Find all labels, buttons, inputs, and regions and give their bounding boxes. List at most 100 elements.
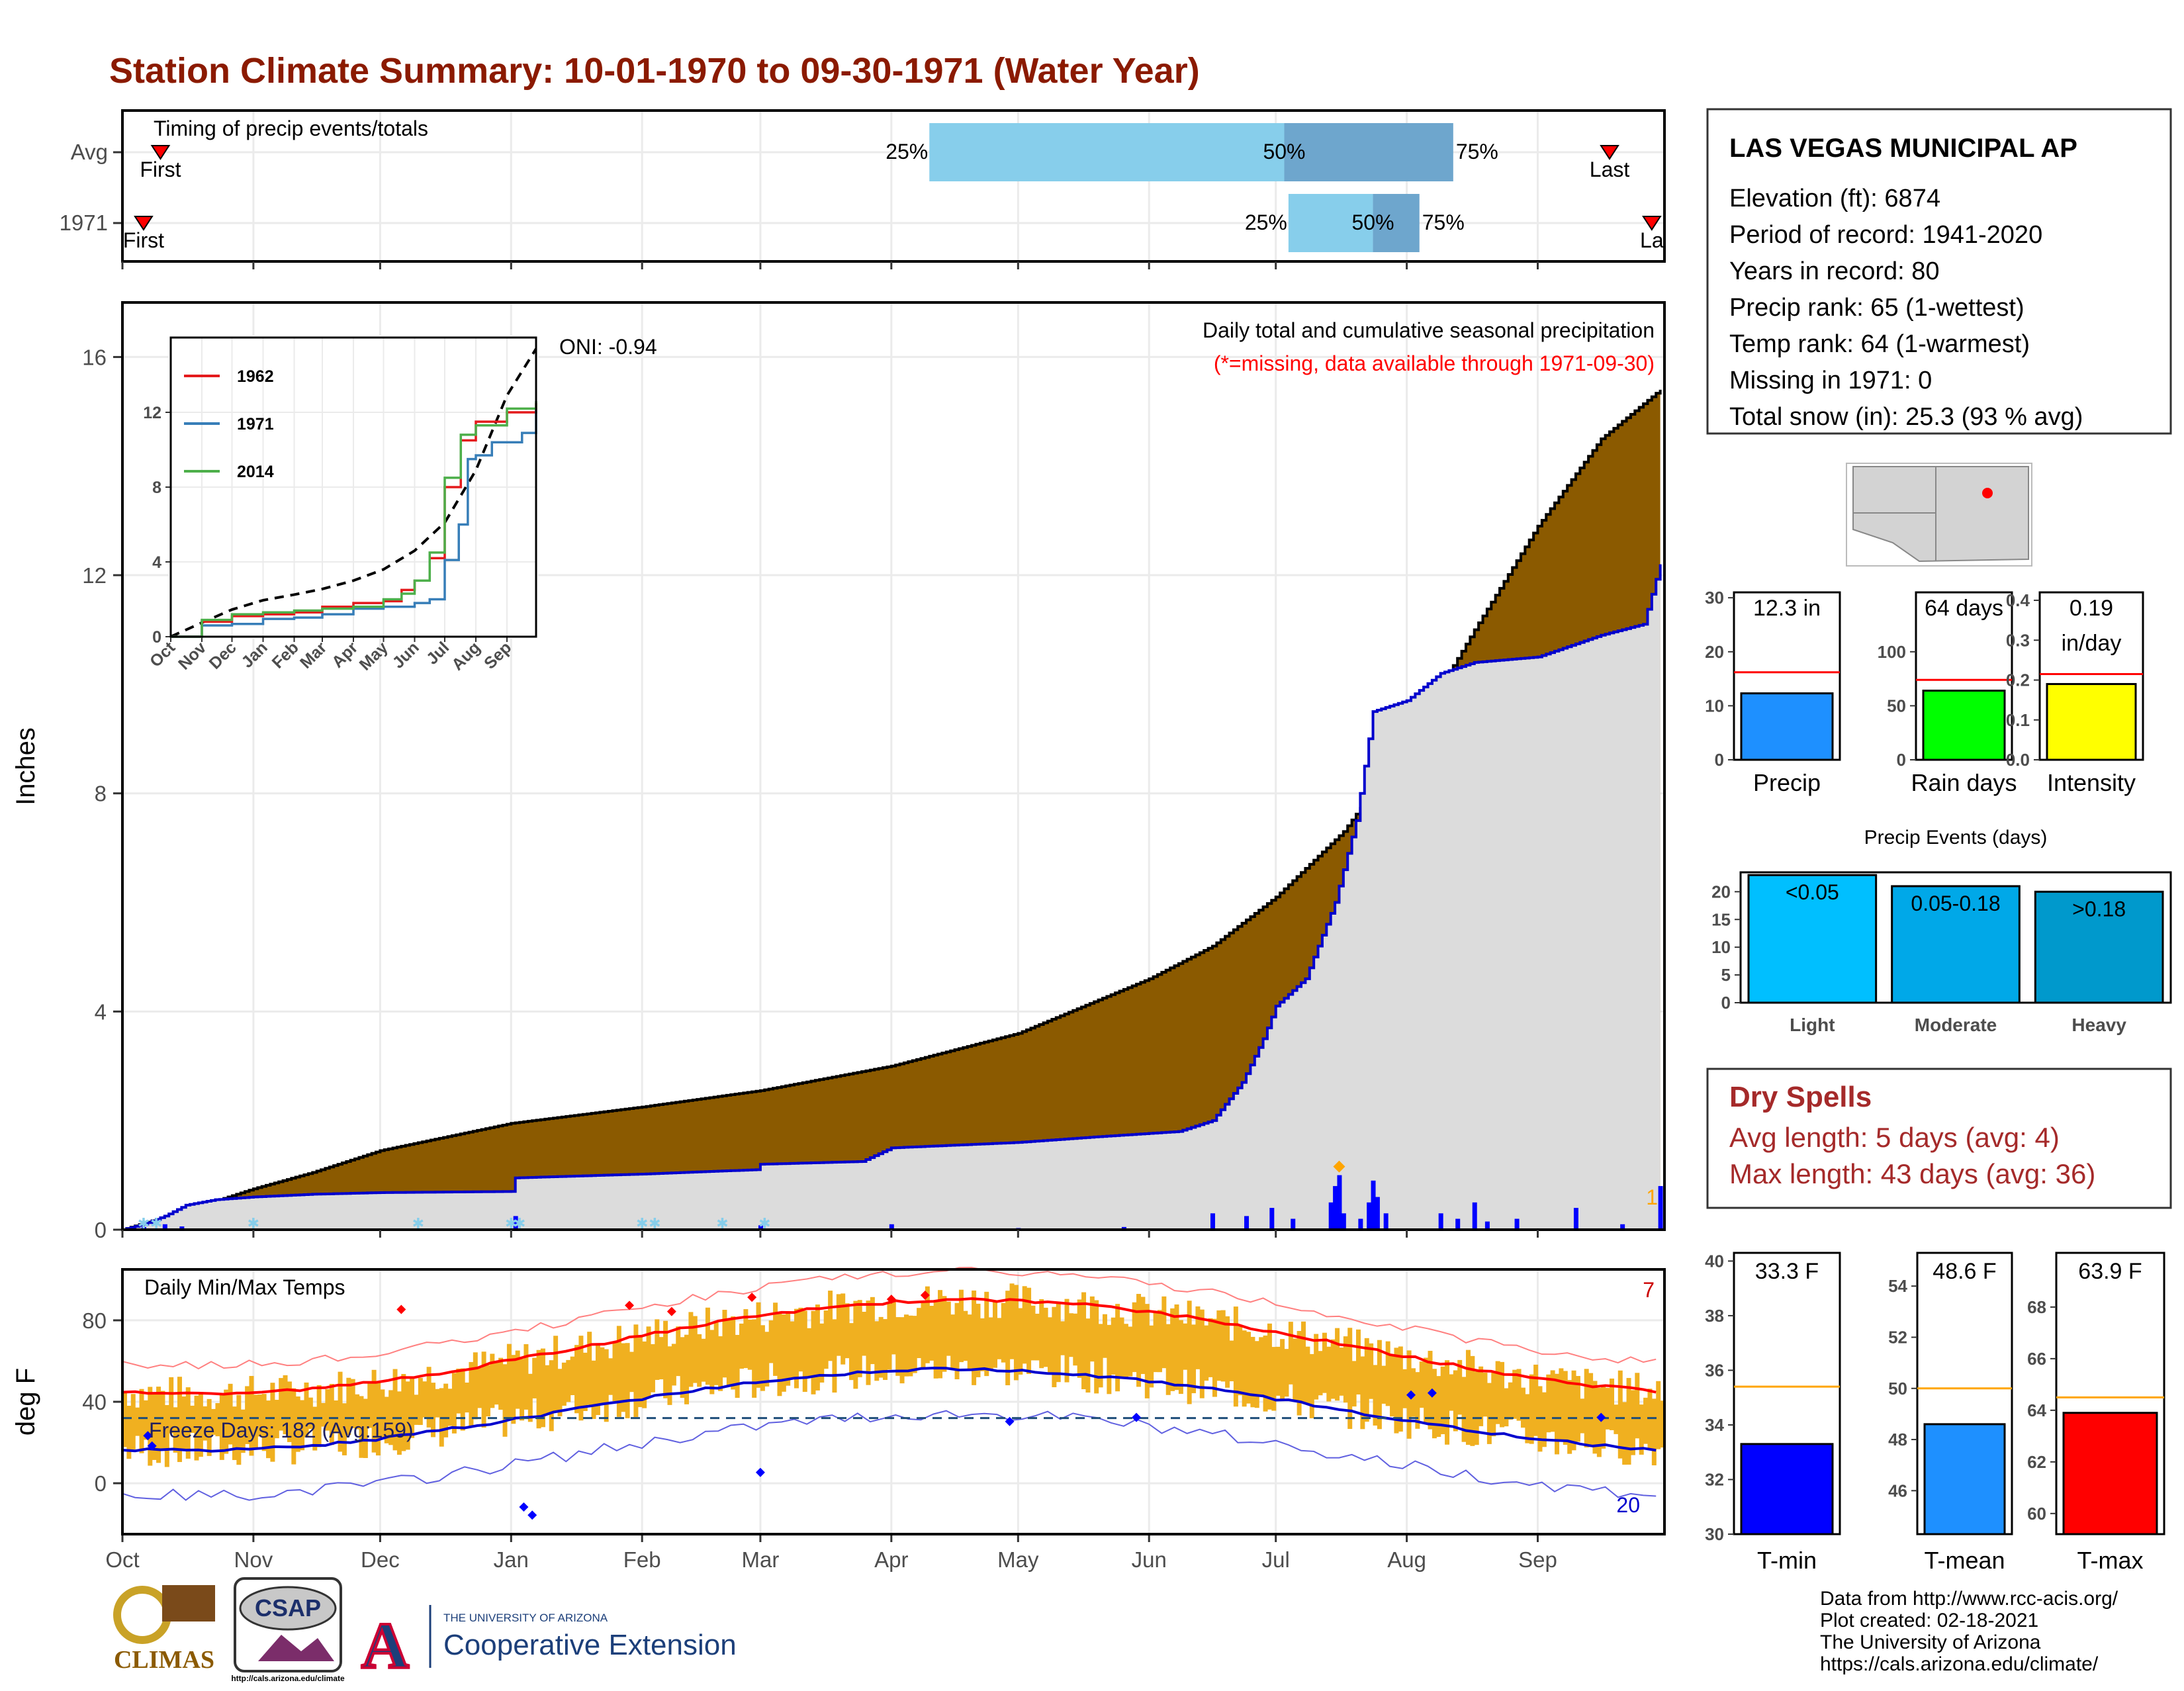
station-info-line: Total snow (in): 25.3 (93 % avg): [1729, 403, 2083, 431]
summary-y-tick-label: 100: [1878, 642, 1906, 662]
snow-marker: ✱: [649, 1215, 660, 1232]
inset-avg-line: [170, 347, 537, 638]
daily-temp-bar: [164, 1404, 169, 1467]
inset-legend-label: 1962: [237, 367, 274, 386]
daily-temp-bar: [1208, 1318, 1213, 1377]
daily-temp-bar: [291, 1388, 296, 1465]
daily-temp-bar: [1073, 1313, 1078, 1366]
page-title: Station Climate Summary: 10-01-1970 to 0…: [109, 51, 1200, 91]
daily-temp-bar: [752, 1319, 757, 1398]
daily-temp-bar: [794, 1308, 799, 1389]
daily-temp-bar: [1157, 1310, 1162, 1373]
last-event-label: Last: [1590, 158, 1630, 181]
daily-temp-bar: [713, 1321, 719, 1385]
daily-precip-bar: [1328, 1202, 1334, 1230]
daily-temp-bar: [1191, 1324, 1197, 1394]
daily-temp-bar: [844, 1303, 850, 1359]
daily-temp-bar: [684, 1334, 689, 1404]
daily-temp-bar: [1022, 1286, 1027, 1364]
daily-temp-bar: [566, 1359, 571, 1402]
daily-temp-bar: [447, 1389, 453, 1426]
daily-temp-bar: [1330, 1339, 1336, 1399]
daily-temp-bar: [490, 1353, 495, 1408]
precip-y-tick-label: 8: [95, 782, 107, 806]
events-y-tick-label: 20: [1711, 882, 1731, 901]
daily-temp-bar: [1013, 1285, 1019, 1381]
temp-value-label: 63.9 F: [2078, 1259, 2142, 1284]
daily-temp-bar: [612, 1343, 617, 1402]
daily-temp-bar: [312, 1406, 318, 1451]
daily-temp-bar: [697, 1334, 702, 1387]
summary-bar-Rain days: [1922, 690, 2006, 761]
daily-temp-bar: [1043, 1307, 1048, 1367]
daily-temp-bar: [1373, 1365, 1378, 1426]
record-max-line: [122, 1267, 1657, 1370]
timing-frame: [121, 109, 1666, 263]
daily-temp-bar: [659, 1337, 664, 1380]
daily-temp-bar: [616, 1326, 621, 1417]
summary-value-unit: in/day: [2062, 631, 2122, 656]
daily-temp-bar: [325, 1389, 330, 1431]
snow-marker: ✱: [514, 1215, 525, 1232]
last-event-marker: [1600, 145, 1619, 160]
q75-label: 75%: [1456, 140, 1498, 163]
inset-y-tick-label: 8: [152, 479, 161, 497]
inset-frame: [169, 336, 537, 638]
daily-temp-bar: [1614, 1404, 1619, 1434]
daily-temp-bar: [308, 1397, 313, 1430]
daily-temp-bar: [1643, 1397, 1649, 1444]
daily-temp-bar: [988, 1317, 993, 1370]
temp-value-label: 33.3 F: [1755, 1259, 1819, 1284]
missing-data-note: (*=missing, data available through 1971-…: [1214, 351, 1655, 375]
first-event-marker: [150, 145, 171, 160]
daily-temp-bar: [929, 1305, 934, 1361]
daily-temp-bar: [591, 1360, 596, 1419]
daily-temp-bar: [688, 1312, 694, 1387]
quartile-bar-upper: [1284, 123, 1453, 181]
daily-temp-bar: [1575, 1376, 1580, 1442]
daily-temp-bar: [848, 1323, 854, 1381]
inset-series-1962: [171, 402, 537, 638]
daily-temp-bar: [984, 1291, 989, 1377]
daily-temp-bar: [300, 1400, 305, 1451]
record-high-marker: [666, 1306, 676, 1316]
daily-temp-bar: [203, 1406, 208, 1441]
summary-value-label: 12.3 in: [1753, 596, 1821, 621]
daily-precip-bar: [513, 1216, 518, 1230]
daily-temp-bar: [1394, 1348, 1399, 1434]
daily-temp-bar: [316, 1385, 322, 1447]
daily-temp-bar: [1309, 1353, 1314, 1418]
precip-events-title: Precip Events (days): [1864, 827, 2048, 848]
daily-temp-bar: [1009, 1283, 1015, 1359]
daily-temp-bar: [1516, 1369, 1522, 1421]
daily-temp-bar: [536, 1349, 541, 1429]
daily-temp-bar: [1212, 1318, 1217, 1397]
daily-temp-bar: [1128, 1326, 1133, 1377]
daily-temp-bar: [768, 1320, 774, 1363]
q25-label: 25%: [886, 140, 928, 163]
summary-y-tick-label: 30: [1705, 588, 1724, 608]
csap-logo-url: http://cals.arizona.edu/climate: [231, 1674, 345, 1683]
daily-temp-bar: [802, 1310, 807, 1393]
station-info-line: Elevation (ft): 6874: [1729, 185, 1940, 212]
daily-temp-bar: [1048, 1317, 1052, 1374]
daily-temp-bar: [903, 1314, 909, 1377]
daily-precip-bar: [1375, 1197, 1380, 1230]
daily-temp-bar: [1347, 1328, 1353, 1430]
daily-temp-bar: [460, 1368, 465, 1431]
daily-precip-bar: [758, 1225, 763, 1230]
summary-bar-Intensity: [2046, 683, 2137, 761]
month-label: Dec: [361, 1547, 400, 1572]
daily-temp-bar: [1360, 1356, 1365, 1430]
daily-temp-bar: [266, 1400, 271, 1459]
daily-temp-bar: [743, 1309, 749, 1369]
year-cumulative-area: [122, 564, 1661, 1230]
daily-temp-bar: [1339, 1348, 1344, 1396]
temp-y-tick-label: 32: [1705, 1469, 1724, 1489]
snow-marker: ✱: [505, 1215, 517, 1232]
daily-temp-bar: [1284, 1349, 1289, 1397]
daily-temp-bar: [1115, 1304, 1120, 1392]
daily-temp-bar: [1559, 1368, 1564, 1441]
csap-logo-mountains: [258, 1635, 334, 1661]
record-high-marker: [886, 1295, 896, 1304]
